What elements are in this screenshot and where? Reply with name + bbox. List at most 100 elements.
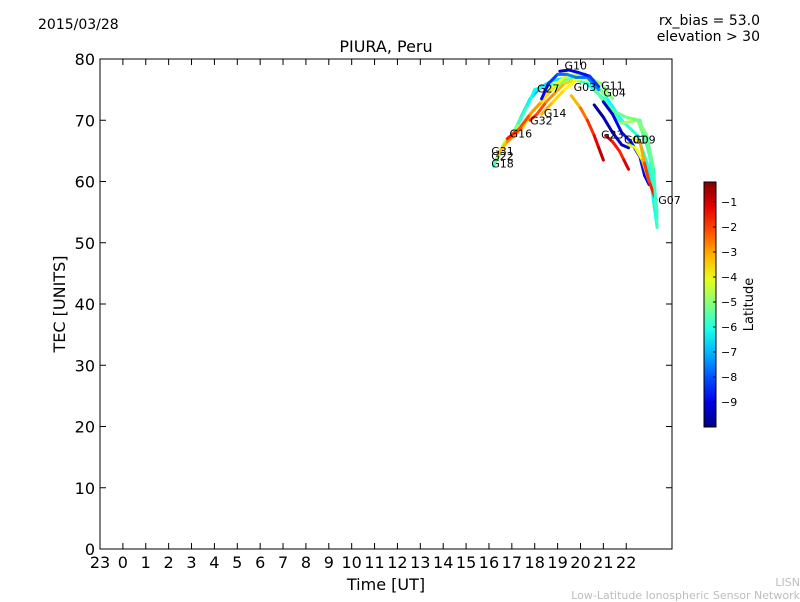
sat-label-G03: G03	[574, 81, 597, 94]
x-tick-label: 18	[525, 553, 545, 572]
x-tick-label: 21	[593, 553, 613, 572]
y-axis-label: TEC [UNITS]	[50, 256, 69, 354]
x-tick-label: 5	[232, 553, 242, 572]
series-G09	[631, 137, 651, 183]
sat-label-G23: G23	[601, 129, 624, 142]
sat-label-G32: G32	[530, 115, 553, 128]
x-tick-label: 13	[410, 553, 430, 572]
series-G22-segment	[526, 88, 537, 107]
x-tick-label: 11	[364, 553, 384, 572]
sat-label-G11: G11	[601, 80, 624, 93]
series-G31-segment	[505, 134, 516, 144]
colorbar-tick-label: −8	[721, 371, 737, 384]
series-G11-segment	[620, 131, 633, 144]
series-G16-segment	[517, 112, 532, 131]
x-axis-label: Time [UT]	[346, 575, 425, 594]
rx-bias-label: rx_bias = 53.0	[658, 13, 760, 29]
sat-label-G27: G27	[537, 83, 560, 96]
series-G04-segment	[592, 103, 605, 119]
series-G31-segment	[624, 115, 642, 122]
series-G07	[638, 121, 659, 229]
series-G23-segment	[617, 149, 626, 162]
series-G22-segment	[620, 118, 640, 125]
colorbar-tick-label: −1	[721, 196, 737, 209]
series-G32-segment	[553, 82, 566, 95]
sat-label-G16: G16	[510, 127, 533, 140]
series-G07-segment	[645, 134, 656, 171]
series-G27-segment	[540, 82, 550, 101]
x-tick-label: 10	[342, 553, 362, 572]
series-G14-segment	[599, 82, 615, 101]
series-G03-segment	[597, 146, 605, 162]
x-tick-label: 15	[456, 553, 476, 572]
series-G27	[540, 72, 601, 101]
x-tick-label: 16	[479, 553, 499, 572]
sat-label-G10: G10	[564, 59, 587, 72]
y-tick-label: 30	[75, 356, 95, 375]
colorbar-tick-label: −6	[721, 321, 737, 334]
series-G14-segment	[562, 78, 578, 92]
elevation-label: elevation > 30	[656, 29, 760, 45]
series-G11-segment	[601, 100, 615, 116]
series-G03-segment	[578, 106, 589, 122]
y-tick-label: 20	[75, 418, 95, 437]
sat-label-G22: G22	[491, 150, 514, 163]
sat-label-G04: G04	[603, 86, 626, 99]
series-G22	[494, 77, 659, 220]
series-G10	[558, 68, 601, 89]
series-G32-segment	[535, 100, 548, 116]
colorbar-tick-label: −4	[721, 271, 737, 284]
series-G16-segment	[551, 75, 566, 89]
series-G14-segment	[540, 100, 555, 116]
series-G18	[492, 72, 659, 229]
series-G22-segment	[533, 85, 548, 92]
x-tick-label: 0	[118, 553, 128, 572]
sat-label-G01: G01	[624, 134, 647, 147]
colorbar-label: Latitude	[742, 278, 757, 332]
chart-title: PIURA, Peru	[339, 37, 432, 56]
series-G04	[592, 103, 631, 150]
y-tick-label: 0	[85, 540, 95, 559]
x-tick-label: 17	[502, 553, 522, 572]
colorbar-tick-label: −3	[721, 246, 737, 259]
series-G18-segment	[601, 91, 624, 122]
x-tick-label: 1	[141, 553, 151, 572]
series-G32-segment	[562, 78, 576, 85]
x-tick-label: 19	[547, 553, 567, 572]
date-label: 2015/03/28	[38, 17, 119, 33]
series-G32-segment	[528, 112, 539, 122]
colorbar-tick-label: −2	[721, 221, 737, 234]
series-G23-segment	[611, 140, 621, 153]
series-G16-segment	[505, 127, 521, 141]
colorbar-tick-label: −9	[721, 396, 737, 409]
series-G10-segment	[588, 74, 601, 89]
y-tick-label: 10	[75, 479, 95, 498]
x-tick-label: 8	[301, 553, 311, 572]
plot-frame	[99, 58, 673, 550]
series-G09-segment	[638, 140, 647, 165]
series-G22-segment	[517, 103, 530, 125]
y-tick-label: 70	[75, 111, 95, 130]
colorbar-tick-label: −5	[721, 296, 737, 309]
series-G10-segment	[576, 70, 592, 78]
y-tick-label: 80	[75, 50, 95, 69]
x-tick-label: 2	[164, 553, 174, 572]
sat-label-G09: G09	[633, 134, 656, 147]
series-G23	[604, 134, 631, 171]
series-G04-segment	[601, 115, 615, 134]
series-G32-segment	[544, 91, 557, 104]
x-tick-label: 7	[278, 553, 288, 572]
x-tick-label: 4	[209, 553, 219, 572]
series-G03-segment	[592, 134, 601, 150]
y-tick-label: 40	[75, 295, 95, 314]
series-G03	[569, 94, 605, 162]
x-tick-label: 20	[570, 553, 590, 572]
series-G01-segment	[633, 146, 644, 162]
series-G04-segment	[611, 131, 624, 147]
series-G03-segment	[569, 94, 582, 110]
series-G31-segment	[606, 106, 628, 119]
credit-network: Low-Latitude Ionospheric Sensor Network	[571, 589, 800, 602]
series-G09-segment	[643, 161, 651, 183]
